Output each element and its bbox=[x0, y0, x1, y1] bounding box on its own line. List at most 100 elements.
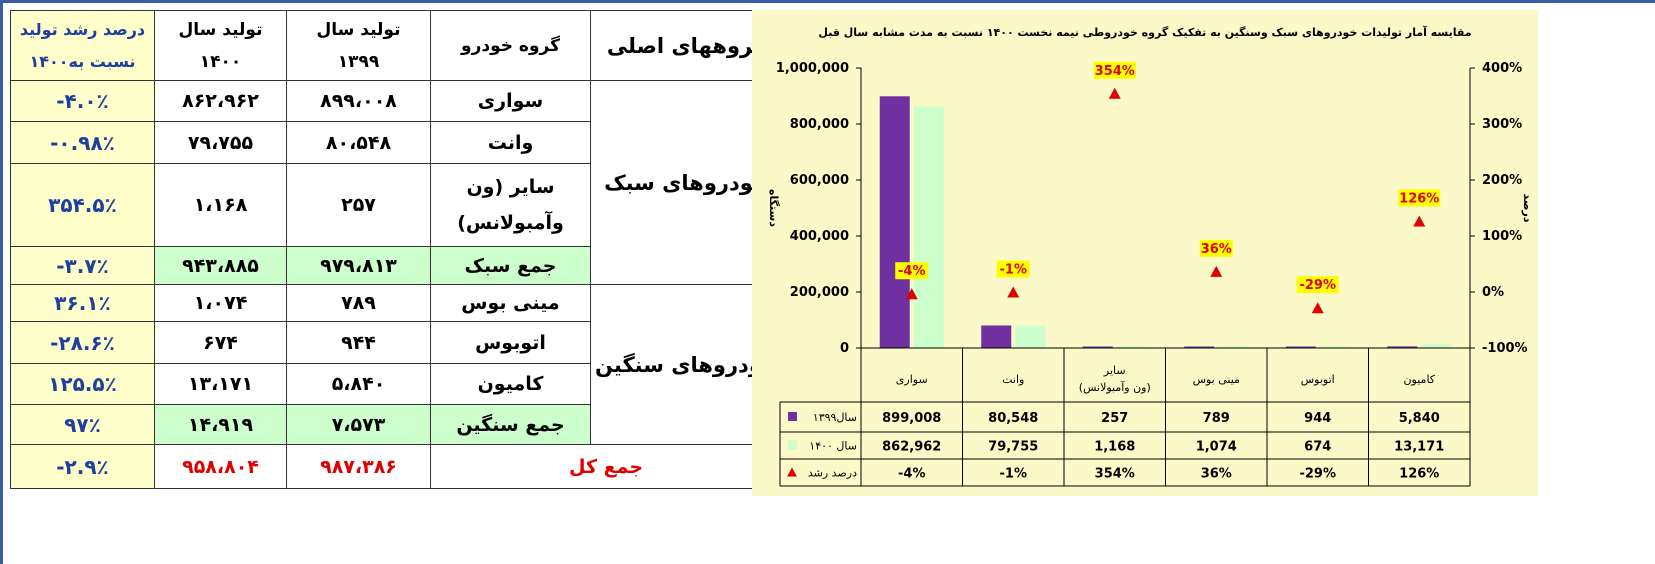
light-group-label: خودروهای سبک bbox=[589, 80, 783, 285]
growth-label-bg bbox=[1199, 239, 1233, 257]
prod-1400-cell: ۱،۱۶۸ bbox=[154, 163, 287, 247]
total-growth-cell: -۲.۹٪ bbox=[10, 444, 155, 489]
growth-cell: ۳۶.۱٪ bbox=[10, 284, 155, 322]
prod-1399-cell: ۹۷۹،۸۱۳ bbox=[286, 246, 431, 285]
prod-1399-cell: ۸۰،۵۴۸ bbox=[286, 121, 431, 164]
growth-label-bg bbox=[1093, 61, 1136, 79]
prod-1399-cell: ۲۵۷ bbox=[286, 163, 431, 247]
bar-1399 bbox=[1285, 346, 1316, 348]
growth-marker bbox=[905, 288, 918, 300]
bar-1399 bbox=[1184, 346, 1215, 348]
vehicle-name-cell: سواری bbox=[430, 80, 591, 122]
prod-1400-cell: ۶۷۴ bbox=[154, 321, 287, 364]
prod-1399-cell: ۹۴۴ bbox=[286, 321, 431, 364]
growth-label: -1% bbox=[1000, 263, 1027, 278]
prod-1399-cell: ۵،۸۴۰ bbox=[286, 363, 431, 405]
growth-cell: -۴.۰٪ bbox=[10, 80, 155, 122]
bar-1400 bbox=[1015, 325, 1046, 348]
growth-label: 36% bbox=[1201, 242, 1232, 257]
prod-1400-cell: ۱،۰۷۴ bbox=[154, 284, 287, 322]
data-table-value: -1% bbox=[1000, 467, 1027, 482]
y2-tick-label: 400% bbox=[1482, 61, 1522, 76]
heavy-group-label: خودروهای سنگین bbox=[589, 284, 783, 445]
header-main-groups: گروههای اصلی bbox=[589, 10, 783, 81]
prod-1400-cell: ۹۴۳،۸۸۵ bbox=[154, 246, 287, 285]
data-table-value: 126% bbox=[1399, 467, 1439, 482]
growth-label: 354% bbox=[1095, 64, 1135, 79]
vehicle-name-cell: مینی بوس bbox=[430, 284, 591, 322]
growth-label: 126% bbox=[1399, 191, 1439, 206]
data-table-value: -29% bbox=[1299, 467, 1336, 482]
y2-tick-label: 200% bbox=[1482, 173, 1522, 188]
prod-1400-cell: ۸۶۲،۹۶۲ bbox=[154, 80, 287, 122]
data-table-value: 79,755 bbox=[988, 440, 1038, 455]
table-row: -۴.۰٪ ۸۶۲،۹۶۲ ۸۹۹،۰۰۸ سواری خودروهای سبک bbox=[10, 80, 783, 285]
header-1399: تولید سال ۱۳۹۹ bbox=[286, 10, 431, 81]
y2-tick-label: 300% bbox=[1482, 117, 1522, 132]
category-label: کامیون bbox=[1403, 373, 1435, 386]
growth-marker bbox=[1007, 286, 1020, 298]
growth-marker bbox=[1210, 265, 1223, 277]
y2-tick-label: -100% bbox=[1482, 341, 1528, 356]
prod-1400-cell: ۱۳،۱۷۱ bbox=[154, 363, 287, 405]
y-axis-title: دستگاه bbox=[767, 189, 780, 227]
prod-1399-cell: ۷۸۹ bbox=[286, 284, 431, 322]
bar-1400 bbox=[1116, 346, 1147, 348]
legend-label: سال۱۳۹۹ bbox=[813, 411, 857, 424]
vehicle-name-cell: جمع سبک bbox=[430, 246, 591, 285]
data-table-value: 944 bbox=[1304, 411, 1331, 426]
growth-label-bg bbox=[1296, 276, 1339, 294]
growth-marker bbox=[1108, 87, 1121, 99]
frame-top-border bbox=[0, 0, 1655, 3]
legend-swatch bbox=[788, 440, 797, 450]
growth-label-bg bbox=[1398, 189, 1441, 207]
header-vehicle-group: گروه خودرو bbox=[430, 10, 591, 81]
chart-svg: 0 200,000 400,000 600,000 800,000 1,000,000 -1… bbox=[767, 61, 1534, 487]
bar-1400 bbox=[1319, 346, 1350, 348]
growth-cell: ۳۵۴.۵٪ bbox=[10, 163, 155, 247]
growth-cell: ۱۲۵.۵٪ bbox=[10, 363, 155, 405]
y2-axis-title: درصد bbox=[1521, 194, 1534, 223]
growth-label: -4% bbox=[898, 264, 925, 279]
data-table-value: 862,962 bbox=[882, 440, 941, 455]
bar-1400 bbox=[1218, 346, 1249, 348]
data-table-value: 5,840 bbox=[1399, 411, 1440, 426]
data-table-value: 257 bbox=[1101, 411, 1128, 426]
vehicle-name-cell: وانت bbox=[430, 121, 591, 164]
data-table-value: 674 bbox=[1304, 440, 1331, 455]
legend-label: درصد رشد bbox=[808, 467, 857, 480]
bar-1399 bbox=[1387, 346, 1418, 348]
header-growth: درصد رشد تولید ۱۴۰۰نسبت به bbox=[10, 10, 155, 81]
total-label-cell: جمع کل bbox=[429, 444, 783, 489]
bar-1399 bbox=[1082, 346, 1113, 348]
y-tick-label: 200,000 bbox=[790, 285, 849, 300]
frame-left-border bbox=[0, 0, 3, 564]
prod-1400-cell: ۱۴،۹۱۹ bbox=[154, 404, 287, 445]
category-label: سایر bbox=[1103, 364, 1126, 377]
y2-tick-label: 0% bbox=[1482, 285, 1504, 300]
growth-label-bg bbox=[895, 262, 929, 280]
vehicle-name-cell: جمع سنگین bbox=[430, 404, 591, 445]
vehicle-name-cell: کامیون bbox=[430, 363, 591, 405]
table-row: ۳۶.۱٪ ۱،۰۷۴ ۷۸۹ مینی بوس خودروهای سنگین bbox=[10, 284, 783, 445]
table-header-row: درصد رشد تولید ۱۴۰۰نسبت به تولید سال ۱۴۰۰ … bbox=[10, 10, 783, 81]
bar-1400 bbox=[913, 106, 944, 349]
data-table-value: 1,074 bbox=[1196, 440, 1237, 455]
growth-marker bbox=[1311, 302, 1324, 314]
total-1400-cell: ۹۵۸،۸۰۴ bbox=[154, 444, 287, 489]
data-table-value: -4% bbox=[898, 467, 925, 482]
growth-cell: -۳.۷٪ bbox=[10, 246, 155, 285]
total-1399-cell: ۹۸۷،۳۸۶ bbox=[286, 444, 431, 489]
growth-cell: -۰.۹۸٪ bbox=[10, 121, 155, 164]
data-table-value: 1,168 bbox=[1094, 440, 1135, 455]
data-table-value: 80,548 bbox=[988, 411, 1038, 426]
bar-1399 bbox=[879, 96, 910, 348]
header-1400: تولید سال ۱۴۰۰ bbox=[154, 10, 287, 81]
y-tick-label: 400,000 bbox=[790, 229, 849, 244]
category-label: اتوبوس bbox=[1301, 373, 1335, 386]
table-row: ۱۲۵.۵٪ ۱۳،۱۷۱ ۵،۸۴۰ کامیون bbox=[10, 363, 782, 405]
vehicle-name-cell: اتوبوس bbox=[430, 321, 591, 364]
y-tick-label: 0 bbox=[840, 341, 849, 356]
y-tick-label: 800,000 bbox=[790, 117, 849, 132]
data-table-value: 789 bbox=[1203, 411, 1230, 426]
